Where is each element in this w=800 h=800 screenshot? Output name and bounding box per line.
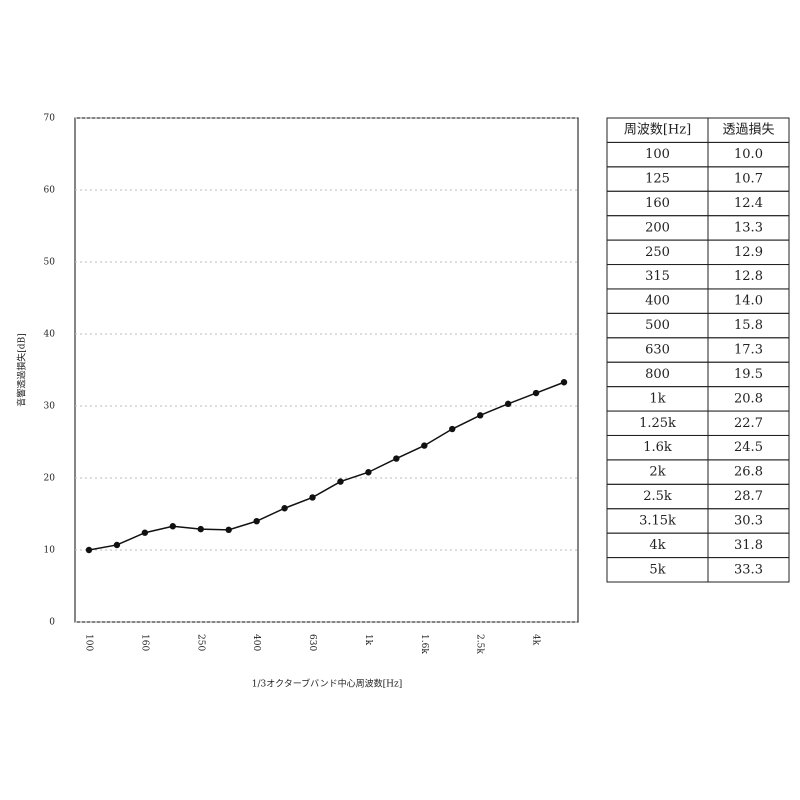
- table: 周波数[Hz] 透過損失 100 10.0 125 10.7 160 12.4 200 13.3 2…: [606, 117, 790, 583]
- point: [141, 529, 149, 536]
- table-cell: 24.5: [734, 440, 763, 455]
- table-header: 周波数[Hz]: [624, 123, 691, 138]
- y-tick-label: 40: [44, 330, 56, 340]
- point: [449, 425, 456, 433]
- y-tick-label: 0: [49, 618, 55, 628]
- y-tick-label: 60: [44, 186, 56, 196]
- table-cell: 2k: [649, 465, 665, 480]
- table-cell: 160: [645, 196, 670, 211]
- table-cell: 1k: [649, 391, 665, 406]
- point: [169, 523, 177, 530]
- table-cell: 200: [645, 220, 670, 235]
- point: [393, 455, 400, 462]
- table-cell: 28.7: [734, 489, 763, 504]
- y-tick-label: 20: [44, 474, 56, 484]
- x-tick-label: 630: [307, 634, 317, 651]
- table-cell: 10.0: [734, 147, 763, 162]
- table-cell: 14.0: [734, 294, 763, 309]
- y-axis-title: 音響透過損失[dB]: [16, 333, 28, 406]
- y-tick-label: 30: [44, 402, 56, 412]
- point: [197, 525, 204, 533]
- table-cell: 10.7: [734, 172, 763, 187]
- x-tick-label: 250: [195, 634, 205, 651]
- table-cell: 22.7: [734, 416, 763, 431]
- line: [88, 381, 565, 551]
- table-cell: 12.9: [734, 245, 763, 260]
- table-cell: 400: [645, 294, 670, 309]
- table-cell: 26.8: [734, 465, 763, 480]
- table-cell: 4k: [649, 538, 665, 553]
- table-cell: 315: [645, 269, 670, 284]
- point: [225, 526, 232, 534]
- table-cell: 19.5: [734, 367, 763, 382]
- plot-frame: [74, 117, 579, 623]
- point: [560, 379, 568, 386]
- point: [337, 478, 344, 485]
- table-cell: 1.25k: [639, 416, 676, 431]
- y-tick-label: 10: [44, 546, 56, 556]
- x-tick-label: 400: [251, 634, 261, 651]
- table-cell: 31.8: [734, 538, 763, 553]
- table-cell: 17.3: [734, 343, 763, 358]
- x-axis-title: 1/3オクターブバンド中心周波数[Hz]: [252, 678, 402, 690]
- table-header: 透過損失: [722, 123, 774, 138]
- table-cell: 33.3: [734, 562, 763, 577]
- table-cell: 15.8: [734, 318, 763, 333]
- point: [281, 505, 288, 512]
- table-cell: 500: [645, 318, 670, 333]
- table-cell: 30.3: [734, 513, 763, 528]
- table-cell: 800: [645, 367, 670, 382]
- x-tick-label: 100: [83, 634, 93, 651]
- y-tick-label: 50: [44, 258, 56, 268]
- x-tick-label: 160: [139, 634, 149, 651]
- table-cell: 125: [645, 172, 670, 187]
- table-cell: 13.3: [734, 220, 763, 235]
- x-tick-label: 2.5k: [475, 634, 485, 654]
- point: [365, 469, 372, 476]
- table-cell: 250: [645, 245, 670, 260]
- table-cell: 20.8: [734, 391, 763, 406]
- y-tick-label: 70: [44, 114, 56, 124]
- point: [253, 518, 260, 525]
- table-cell: 1.6k: [643, 440, 672, 455]
- point: [113, 541, 121, 549]
- point: [85, 546, 93, 554]
- table-cell: 630: [645, 343, 670, 358]
- x-tick-label: 1k: [363, 634, 373, 646]
- table-row: [606, 557, 790, 583]
- x-tick-label: 4k: [531, 634, 541, 646]
- x-tick-label: 1.6k: [419, 634, 429, 654]
- table-cell: 5k: [649, 562, 665, 577]
- point: [476, 412, 484, 419]
- point: [504, 400, 512, 408]
- point: [421, 442, 428, 449]
- table-cell: 12.8: [734, 269, 763, 284]
- point: [532, 389, 540, 397]
- table-cell: 2.5k: [643, 489, 672, 504]
- table-cell: 100: [645, 147, 670, 162]
- point: [309, 494, 316, 501]
- table-cell: 3.15k: [639, 513, 676, 528]
- table-cell: 12.4: [734, 196, 763, 211]
